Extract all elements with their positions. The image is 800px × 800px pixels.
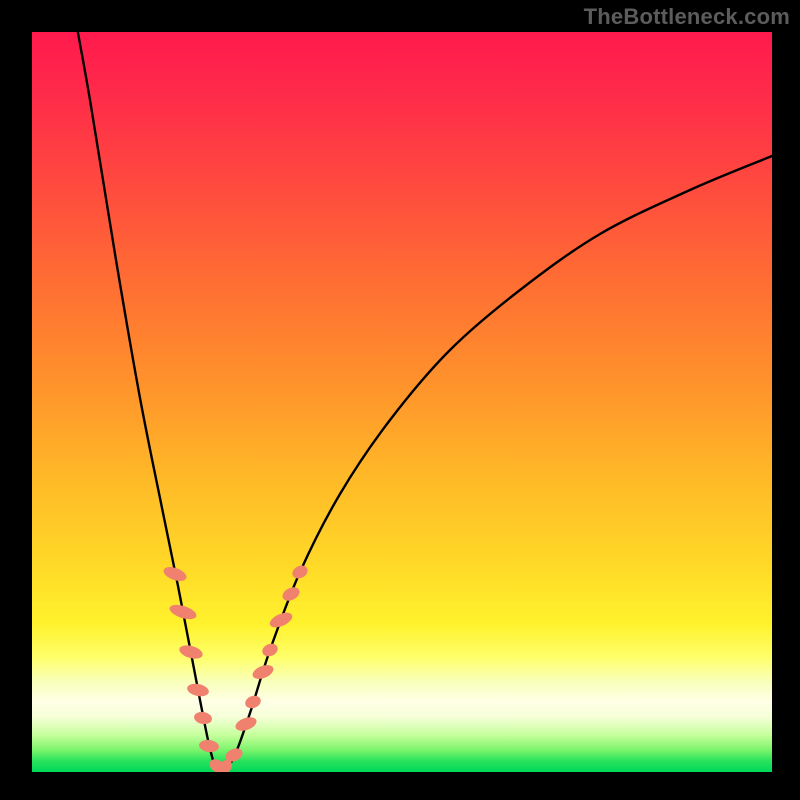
watermark-text: TheBottleneck.com [584,4,790,30]
curve-marker [260,641,279,658]
frame: TheBottleneck.com [0,0,800,800]
curve-marker [268,610,295,631]
plot-area [32,32,772,772]
curve-marker [280,585,301,604]
bottleneck-curve [70,32,772,770]
curve-marker [251,662,276,681]
curve-marker [290,563,310,581]
bottleneck-curve-layer [32,32,772,772]
curve-marker [186,682,210,698]
curve-marker [243,694,262,711]
curve-marker [168,602,198,622]
curve-marker [198,739,219,753]
curve-marker [234,715,259,734]
curve-marker [193,711,213,726]
